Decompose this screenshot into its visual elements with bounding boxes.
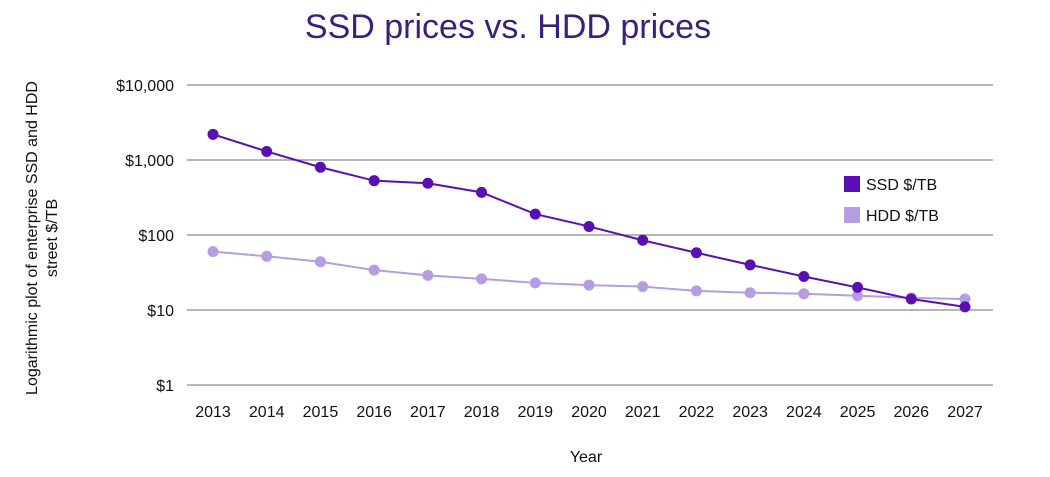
series-hdd xyxy=(207,246,971,305)
data-point xyxy=(959,293,971,305)
data-point xyxy=(744,287,756,299)
data-point xyxy=(798,288,810,300)
x-axis-title: Year xyxy=(570,449,603,466)
x-tick-label: 2026 xyxy=(893,404,929,421)
data-point xyxy=(637,234,649,246)
legend: SSD $/TB HDD $/TB xyxy=(844,176,939,225)
data-point xyxy=(690,285,702,297)
series-ssd xyxy=(207,128,971,313)
y-tick-label: $1 xyxy=(156,378,174,395)
y-tick-label: $100 xyxy=(138,228,174,245)
x-tick-label: 2020 xyxy=(571,404,607,421)
data-point xyxy=(207,246,219,258)
legend-label: SSD $/TB xyxy=(866,177,937,194)
chart-title: SSD prices vs. HDD prices xyxy=(305,8,711,46)
data-point xyxy=(637,281,649,293)
x-tick-label: 2021 xyxy=(625,404,661,421)
data-point xyxy=(261,145,273,157)
data-point xyxy=(852,281,864,293)
y-axis-title-line-1: Logarithmic plot of enterprise SSD and H… xyxy=(24,81,41,395)
data-point xyxy=(529,277,541,289)
data-point xyxy=(314,256,326,268)
y-tick-label: $10,000 xyxy=(116,78,174,95)
x-tick-label: 2027 xyxy=(947,404,983,421)
data-point xyxy=(905,293,917,305)
data-point xyxy=(583,220,595,232)
y-tick-labels: $10,000 $1,000 $100 $10 $1 xyxy=(116,78,174,395)
y-axis-title-line-2: street $/TB xyxy=(44,199,61,277)
data-point xyxy=(744,259,756,271)
data-point xyxy=(798,270,810,282)
x-tick-label: 2016 xyxy=(356,404,392,421)
x-tick-label: 2017 xyxy=(410,404,446,421)
data-point xyxy=(583,279,595,291)
x-tick-label: 2014 xyxy=(249,404,285,421)
data-point xyxy=(368,175,380,187)
y-tick-label: $1,000 xyxy=(125,153,174,170)
legend-swatch xyxy=(844,176,860,192)
x-tick-labels: 2013 2014 2015 2016 2017 2018 2019 2020 2021 2022… xyxy=(195,404,983,421)
x-tick-label: 2023 xyxy=(732,404,768,421)
data-point xyxy=(476,186,488,198)
data-point xyxy=(422,269,434,281)
x-tick-label: 2018 xyxy=(464,404,500,421)
series-line xyxy=(212,250,966,301)
data-point xyxy=(959,301,971,313)
x-tick-label: 2022 xyxy=(679,404,715,421)
legend-label: HDD $/TB xyxy=(866,208,939,225)
legend-swatch xyxy=(844,207,860,223)
x-tick-label: 2013 xyxy=(195,404,231,421)
data-point xyxy=(314,161,326,173)
x-tick-label: 2025 xyxy=(840,404,876,421)
data-point xyxy=(690,247,702,259)
y-axis-title: Logarithmic plot of enterprise SSD and H… xyxy=(24,81,61,395)
series-lines xyxy=(207,128,971,313)
data-point xyxy=(261,250,273,262)
y-tick-label: $10 xyxy=(147,303,174,320)
x-tick-label: 2024 xyxy=(786,404,822,421)
data-point xyxy=(476,273,488,285)
x-tick-label: 2015 xyxy=(303,404,339,421)
x-tick-label: 2019 xyxy=(517,404,553,421)
data-point xyxy=(207,128,219,140)
gridlines xyxy=(187,84,993,386)
data-point xyxy=(368,264,380,276)
data-point xyxy=(529,208,541,220)
data-point xyxy=(422,177,434,189)
data-point xyxy=(852,290,864,302)
